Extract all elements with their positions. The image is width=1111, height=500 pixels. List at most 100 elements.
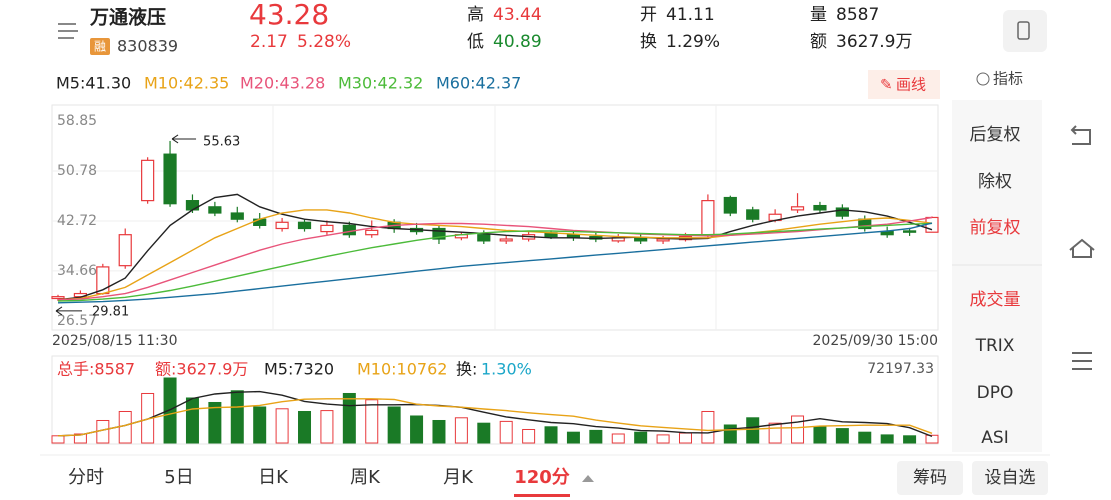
volume-label: 1.30% <box>481 360 532 379</box>
side-menu-item[interactable]: 除权 <box>978 172 1012 192</box>
button-bg[interactable] <box>972 461 1048 495</box>
volume-bar <box>723 424 737 444</box>
volume-tick: 72197.33 <box>867 361 934 377</box>
volume-ma-line <box>57 398 933 437</box>
volume-bar <box>185 397 199 444</box>
candle-body <box>342 224 356 236</box>
stock-name: 万通液压 <box>89 6 166 29</box>
y-tick-label: 50.78 <box>57 163 97 179</box>
ma-legend: M60:42.37 <box>436 74 521 93</box>
ma-line <box>57 209 933 301</box>
draw-label: ✎ <box>880 76 893 94</box>
volume-bar <box>566 431 580 444</box>
volume-bar <box>678 432 692 444</box>
volume-bar <box>544 426 558 444</box>
side-menu-item[interactable]: DPO <box>977 383 1014 403</box>
candle-body <box>790 206 805 211</box>
stat-value: 3627.9万 <box>836 32 912 52</box>
tab[interactable]: 周K <box>350 467 381 488</box>
tab[interactable]: 120分 <box>514 467 570 488</box>
ma-line <box>57 222 933 302</box>
volume-bar <box>365 399 379 444</box>
volume-bar <box>903 435 917 444</box>
stat-value: 43.44 <box>493 5 542 25</box>
volume-label: M10:10762 <box>357 360 447 379</box>
side-menu-item[interactable]: 后复权 <box>970 125 1021 145</box>
volume-bar <box>208 401 222 444</box>
device-button[interactable] <box>1003 10 1047 52</box>
volume-bar <box>410 415 424 444</box>
y-tick-label: 34.66 <box>57 263 97 279</box>
x-end: 2025/09/30 15:00 <box>813 333 939 349</box>
volume-frame <box>51 355 939 445</box>
stock-code: 830839 <box>117 37 178 56</box>
volume-label: 换: <box>456 360 477 379</box>
indicator[interactable]: 指标 <box>993 70 1023 88</box>
menu-icon[interactable] <box>58 23 78 39</box>
volume-label: M5:7320 <box>264 360 334 379</box>
candle-body <box>275 221 289 230</box>
ma-legend: M10:42.35 <box>144 74 229 93</box>
high-annotation: 55.63 <box>203 134 240 149</box>
candle-body <box>208 206 222 214</box>
candle-body <box>813 204 827 211</box>
volume-bar <box>432 419 446 444</box>
volume-bar <box>791 415 805 444</box>
ma-legend: M5:41.30 <box>56 74 131 93</box>
stat-value: 1.29% <box>666 32 720 52</box>
button[interactable]: 筹码 <box>913 468 947 488</box>
button[interactable]: 设自选 <box>985 468 1036 488</box>
volume-bar <box>701 410 715 444</box>
side-menu-item[interactable]: 成交量 <box>970 290 1021 310</box>
price: 43.28 <box>249 0 329 31</box>
x-start: 2025/08/15 11:30 <box>52 333 178 349</box>
volume-bar <box>454 417 468 444</box>
candle-body <box>118 234 132 267</box>
candle-body <box>51 296 65 300</box>
candle-body <box>230 212 244 220</box>
side-menu-item[interactable]: 前复权 <box>970 218 1021 238</box>
ma-legend: M30:42.32 <box>338 74 423 93</box>
tab[interactable]: 月K <box>443 467 474 488</box>
change-pct: 5.28% <box>297 32 351 52</box>
draw-button[interactable] <box>868 70 940 99</box>
stat-value: 40.89 <box>493 32 542 52</box>
ma-line <box>57 222 933 304</box>
draw-text: 画线 <box>896 76 926 94</box>
volume-bar <box>298 410 312 444</box>
button-bg[interactable] <box>897 461 963 495</box>
stat-value: 41.11 <box>666 5 715 25</box>
tab-caret <box>582 475 594 482</box>
y-tick-label: 42.72 <box>57 213 97 229</box>
tab[interactable]: 5日 <box>164 467 193 488</box>
tab[interactable]: 分时 <box>68 467 104 488</box>
candle-body <box>925 216 939 233</box>
candle-body <box>141 159 155 202</box>
arrow <box>55 306 82 316</box>
ma-line <box>57 216 933 301</box>
candle-body <box>656 238 670 242</box>
stat-label: 额 <box>810 32 827 52</box>
volume-label: 额:3627.9万 <box>155 360 248 379</box>
volume-bar <box>118 410 132 444</box>
volume-bar <box>880 434 894 444</box>
volume-bar <box>230 390 244 444</box>
volume-bar <box>656 434 670 444</box>
volume-bar <box>522 428 536 444</box>
candle-body <box>432 227 446 240</box>
low-annotation: 29.81 <box>92 304 129 319</box>
tab[interactable]: 日K <box>258 467 289 488</box>
side-menu-item[interactable]: TRIX <box>975 336 1015 356</box>
volume-bar <box>813 426 827 444</box>
candle-body <box>880 230 894 236</box>
indicator-icon <box>976 72 990 86</box>
tag: 融 <box>94 40 106 54</box>
change: 2.17 <box>250 32 288 52</box>
right-icons <box>1069 125 1095 370</box>
volume-bar <box>746 417 760 444</box>
side-menu-item[interactable]: ASI <box>981 428 1008 448</box>
volume-bar <box>51 435 65 444</box>
volume-bar <box>163 377 177 444</box>
candle-body <box>701 200 715 236</box>
